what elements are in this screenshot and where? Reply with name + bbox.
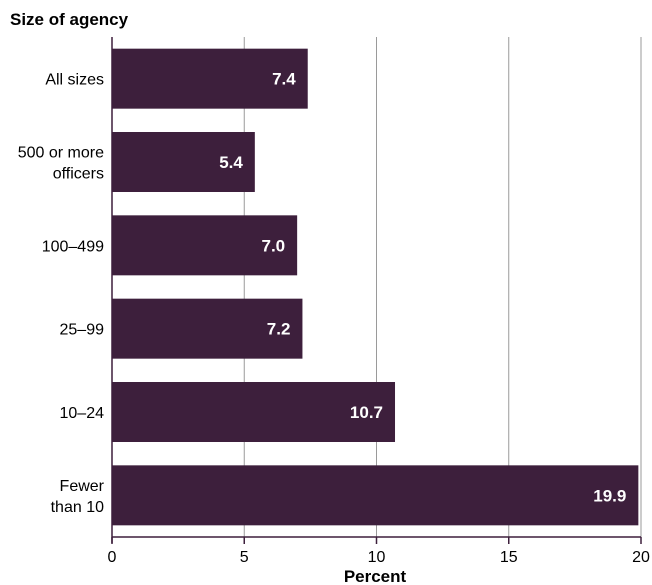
data-label-0: 7.4 xyxy=(272,70,296,89)
category-label-1: 500 or more officers xyxy=(18,145,104,183)
x-tick-labels: 0 5 10 15 20 xyxy=(108,549,650,566)
category-label-3: 25–99 xyxy=(60,322,105,339)
category-label-5: Fewer than 10 xyxy=(51,478,105,516)
x-axis xyxy=(111,37,642,544)
data-label-5: 19.9 xyxy=(593,486,626,505)
x-tick-label-4: 20 xyxy=(632,549,650,566)
bar-3 xyxy=(112,298,303,359)
x-tick-label-2: 10 xyxy=(368,549,386,566)
data-label-2: 7.0 xyxy=(262,236,286,255)
category-labels: All sizes 500 or more officers 100–499 25–99… xyxy=(18,72,105,516)
category-label-2: 100–499 xyxy=(42,238,104,255)
category-label-0: All sizes xyxy=(45,72,104,89)
bar-0 xyxy=(112,48,308,109)
bar-1 xyxy=(112,132,255,192)
data-label-3: 7.2 xyxy=(267,320,291,339)
category-label-4: 10–24 xyxy=(60,405,105,422)
x-tick-label-1: 5 xyxy=(240,549,249,566)
bar-4 xyxy=(112,382,396,442)
x-tick-label-0: 0 xyxy=(108,549,117,566)
x-axis-title: Percent xyxy=(344,567,407,585)
y-axis-title: Size of agency xyxy=(10,10,129,29)
bar-5 xyxy=(112,465,639,526)
bars xyxy=(112,48,639,526)
data-label-1: 5.4 xyxy=(219,153,243,172)
gridlines xyxy=(243,37,642,537)
x-tick-label-3: 15 xyxy=(500,549,518,566)
data-labels: 7.4 5.4 7.0 7.2 10.7 19.9 xyxy=(219,70,626,506)
bar-2 xyxy=(112,215,298,276)
data-label-4: 10.7 xyxy=(350,403,383,422)
